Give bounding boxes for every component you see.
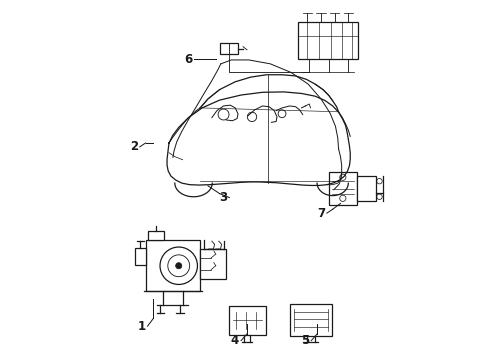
FancyBboxPatch shape: [135, 248, 147, 265]
FancyBboxPatch shape: [200, 249, 225, 279]
FancyBboxPatch shape: [229, 306, 266, 335]
Text: 7: 7: [317, 207, 325, 220]
Text: 4: 4: [231, 334, 239, 347]
FancyBboxPatch shape: [290, 304, 332, 336]
FancyBboxPatch shape: [147, 231, 164, 240]
Circle shape: [175, 263, 182, 269]
Text: 6: 6: [184, 53, 193, 66]
FancyBboxPatch shape: [146, 240, 200, 291]
Text: 2: 2: [130, 140, 138, 153]
Text: 3: 3: [220, 191, 227, 204]
Text: 1: 1: [138, 320, 146, 333]
FancyBboxPatch shape: [329, 172, 357, 205]
FancyBboxPatch shape: [357, 176, 375, 202]
Text: 5: 5: [301, 334, 309, 347]
FancyBboxPatch shape: [220, 43, 238, 54]
FancyBboxPatch shape: [297, 22, 358, 59]
